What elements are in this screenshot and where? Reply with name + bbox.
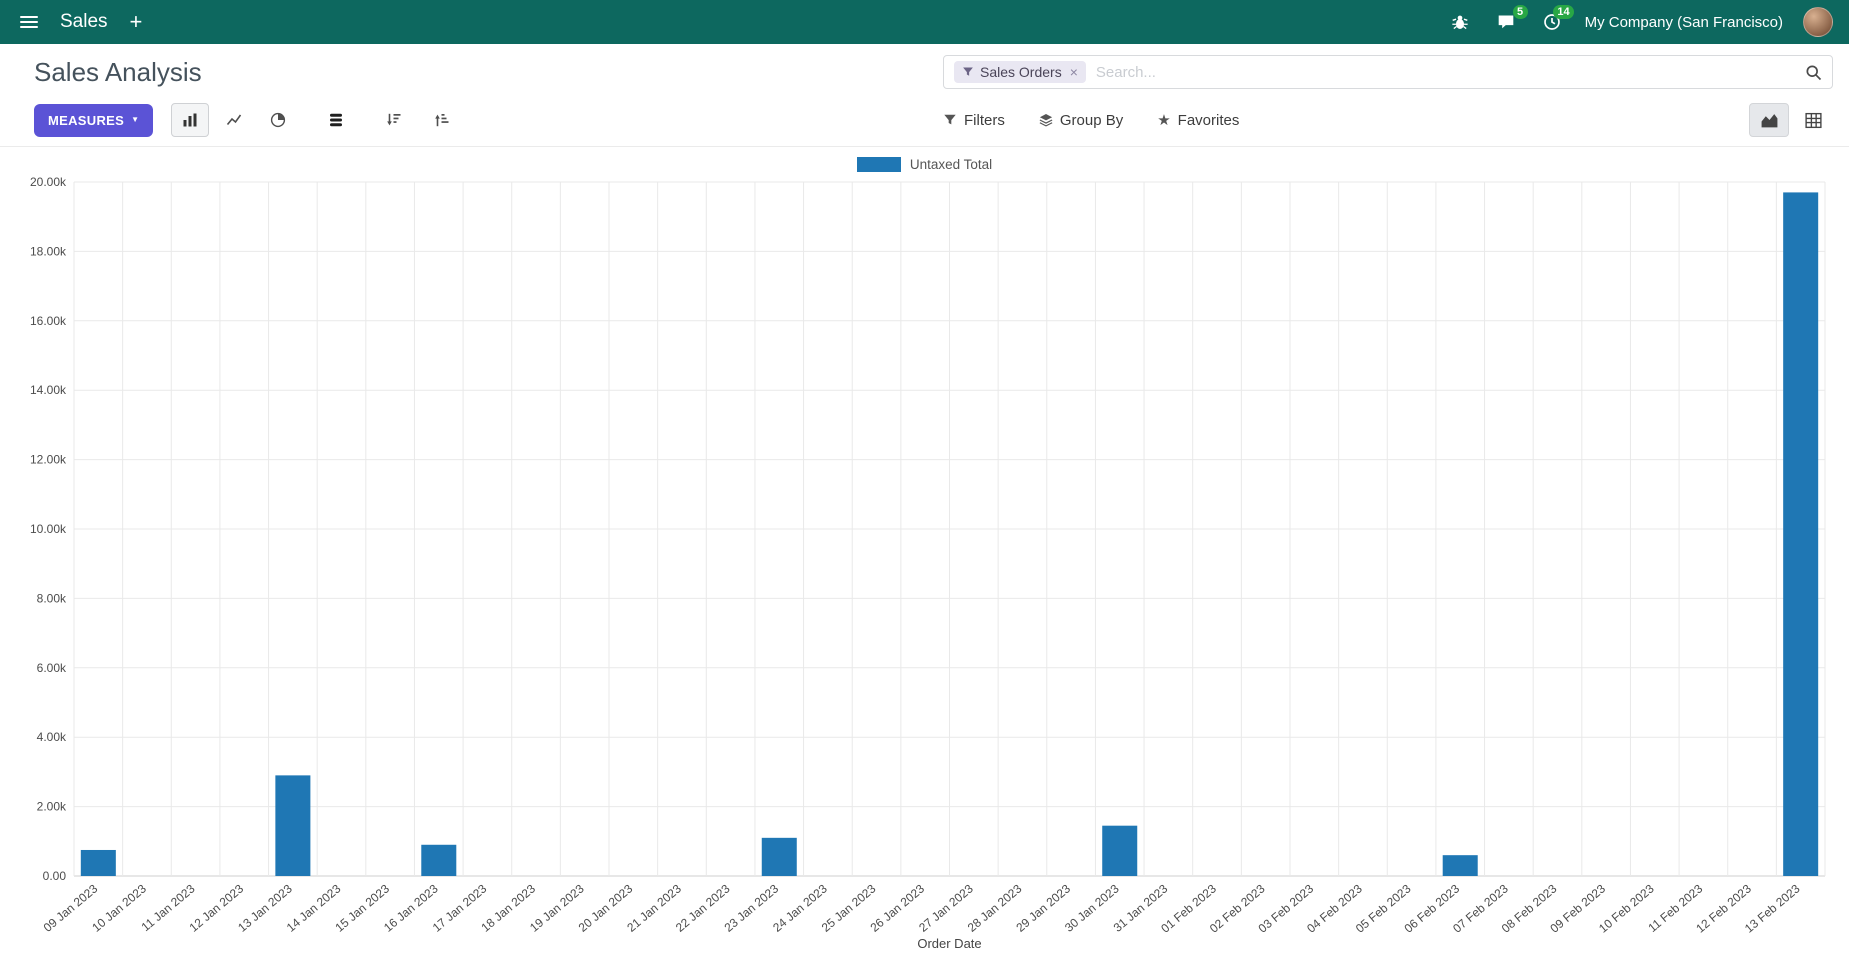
y-tick-label: 10.00k (30, 522, 67, 536)
filters-menu-button[interactable]: Filters (943, 112, 1005, 129)
filter-facet-icon (963, 67, 973, 76)
chart-type-group (171, 103, 297, 137)
messages-badge: 5 (1512, 5, 1528, 19)
bug-icon (1451, 15, 1468, 30)
search-facet[interactable]: Sales Orders × (954, 61, 1086, 83)
x-axis-title: Order Date (917, 936, 981, 951)
group-by-menu-button[interactable]: Group By (1039, 112, 1123, 129)
page-title: Sales Analysis (34, 56, 202, 87)
pie-chart-icon (271, 112, 286, 128)
sort-descending-icon (387, 113, 401, 126)
y-tick-label: 6.00k (37, 661, 67, 675)
activities-badge: 14 (1553, 5, 1574, 19)
filters-icon (944, 114, 956, 125)
bar-13 Feb 2023[interactable] (1783, 192, 1819, 876)
sort-descending-button[interactable] (375, 103, 413, 137)
search-bar[interactable]: Sales Orders × (943, 55, 1833, 89)
app-name[interactable]: Sales (60, 11, 108, 32)
measures-button[interactable]: Measures ▼ (34, 103, 154, 137)
messages-button[interactable]: 5 (1493, 5, 1528, 35)
legend-label: Untaxed Total (909, 157, 993, 172)
y-tick-label: 0.00 (43, 869, 67, 883)
graph-view-icon (1761, 113, 1777, 127)
top-navbar: Sales + 5 14 My Company (San Francisco) (0, 0, 1849, 44)
y-tick-label: 14.00k (30, 383, 67, 397)
view-switcher (1749, 103, 1833, 137)
favorites-star-icon: ★ (1157, 111, 1171, 129)
debug-mode-button[interactable] (1447, 9, 1473, 35)
y-tick-label: 8.00k (37, 591, 67, 605)
y-tick-label: 2.00k (37, 800, 67, 814)
search-options: Filters Group By ★ Favorites (943, 103, 1833, 137)
new-tab-button[interactable]: + (126, 7, 147, 37)
search-input[interactable] (1093, 62, 1797, 82)
favorites-menu-button[interactable]: ★ Favorites (1157, 112, 1239, 129)
clock-icon (1543, 14, 1560, 30)
graph-controls: Measures ▼ (34, 103, 943, 137)
filters-label: Filters (964, 111, 1005, 129)
pivot-view-button[interactable] (1793, 103, 1833, 137)
y-tick-label: 16.00k (30, 314, 67, 328)
control-panel: Sales Analysis Sales Orders × Measures ▼ (0, 44, 1849, 147)
stacked-toggle-button[interactable] (317, 103, 355, 137)
bar-chart: 0.00 2.00k 4.00k 6.00k 8.00k 10.00k 12.00k 14.0… (30, 175, 1826, 951)
apps-menu-toggle[interactable] (16, 12, 42, 32)
chart-legend[interactable]: Untaxed Total (16, 157, 1833, 172)
chat-bubble-icon (1498, 15, 1513, 29)
breadcrumb-row: Sales Analysis Sales Orders × (34, 50, 1833, 94)
company-switcher[interactable]: My Company (San Francisco) (1584, 13, 1783, 31)
y-tick-label: 18.00k (30, 244, 67, 258)
facet-remove-button[interactable]: × (1069, 64, 1078, 80)
chart-area: Untaxed Total 0.00 2.00k 4.00k 6.00k 8.00k 10… (16, 147, 1833, 958)
favorites-label: Favorites (1177, 111, 1240, 129)
bar-13 Jan 2023[interactable] (275, 775, 311, 876)
navbar-systray: 5 14 My Company (San Francisco) (1447, 5, 1833, 37)
line-chart-button[interactable] (215, 103, 253, 137)
measures-label: Measures (48, 112, 125, 128)
activities-button[interactable]: 14 (1539, 5, 1574, 35)
pie-chart-button[interactable] (259, 103, 297, 137)
bar-chart-icon (183, 113, 197, 127)
bar-23 Jan 2023[interactable] (761, 837, 797, 876)
legend-swatch (856, 157, 901, 172)
bar-16 Jan 2023[interactable] (421, 844, 457, 876)
group-by-label: Group By (1059, 111, 1124, 129)
group-by-icon (1039, 114, 1053, 127)
graph-view-button[interactable] (1749, 103, 1789, 137)
user-avatar[interactable] (1803, 7, 1833, 37)
sort-ascending-icon (435, 114, 449, 127)
bar-09 Jan 2023[interactable] (80, 849, 116, 876)
hamburger-icon (20, 16, 38, 28)
caret-down-icon: ▼ (131, 115, 140, 124)
line-chart-icon (227, 114, 242, 126)
search-icon[interactable] (1805, 64, 1822, 81)
bar-30 Jan 2023[interactable] (1102, 825, 1138, 876)
pivot-view-icon (1804, 112, 1822, 128)
navbar-left: Sales + (16, 7, 146, 37)
bar-06 Feb 2023[interactable] (1442, 855, 1478, 876)
sort-ascending-button[interactable] (423, 103, 461, 137)
y-tick-label: 12.00k (30, 453, 67, 467)
view-controls-row: Measures ▼ (34, 94, 1833, 146)
y-tick-label: 20.00k (30, 176, 67, 189)
y-tick-label: 4.00k (37, 730, 67, 744)
facet-label: Sales Orders (980, 64, 1062, 80)
bar-chart-button[interactable] (171, 103, 210, 137)
stacked-icon (330, 113, 343, 127)
